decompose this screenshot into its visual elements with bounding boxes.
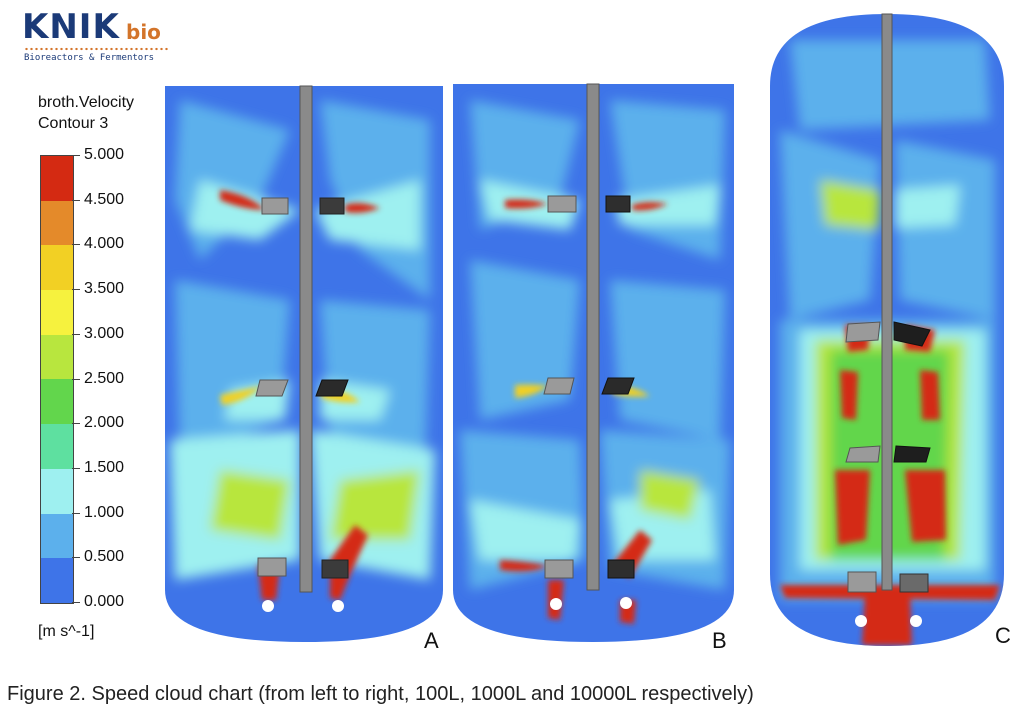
figure-caption: Figure 2. Speed cloud chart (from left t… xyxy=(7,683,754,705)
legend-tick-label: 1.500 xyxy=(84,458,125,476)
legend-tick-label: 3.000 xyxy=(84,324,125,342)
legend-tick-mark xyxy=(72,244,80,246)
contour-panel-a xyxy=(165,85,443,642)
logo-dots xyxy=(24,47,170,51)
legend-tick-mark xyxy=(72,155,80,156)
legend-tick-label: 2.500 xyxy=(84,369,125,387)
legend-tick-mark xyxy=(72,378,80,380)
panel-label-c: C xyxy=(995,623,1011,648)
panel-label-a: A xyxy=(424,628,439,653)
logo-suffix: bio xyxy=(126,20,161,44)
legend-tick-label: 0.500 xyxy=(84,548,125,566)
legend-color-step xyxy=(41,290,73,335)
legend-tick-mark xyxy=(72,289,80,291)
legend-title-line1: broth.Velocity xyxy=(38,94,135,111)
legend-tick-label: 3.500 xyxy=(84,280,125,298)
legend-tick-label: 4.000 xyxy=(84,235,125,253)
knik-bio-logo: KNIK bio Bioreactors & Fermentors xyxy=(22,8,192,68)
legend-tick-mark xyxy=(72,333,80,335)
legend-color-step xyxy=(41,558,73,603)
legend-color-step xyxy=(41,334,73,380)
legend-tick-mark xyxy=(72,467,80,469)
legend-title-line2: Contour 3 xyxy=(38,115,109,132)
legend-tick-label: 5.000 xyxy=(84,146,125,163)
legend-color-step xyxy=(41,513,73,559)
legend-tick-mark xyxy=(72,512,80,514)
legend-tick-label: 2.000 xyxy=(84,414,125,432)
legend-color-bar xyxy=(40,155,74,604)
legend-color-step xyxy=(41,200,73,246)
legend-tick-label: 0.000 xyxy=(84,593,125,610)
legend-color-step xyxy=(41,468,73,514)
legend-tick-mark xyxy=(72,557,80,559)
logo-tagline: Bioreactors & Fermentors xyxy=(24,53,155,63)
legend-tick-label: 1.000 xyxy=(84,503,125,521)
contour-panel-b xyxy=(453,83,734,642)
legend-color-step xyxy=(41,156,73,201)
legend-color-step xyxy=(41,245,73,291)
legend-tick-mark xyxy=(72,602,80,603)
legend-tick-label: 4.500 xyxy=(84,190,125,208)
legend-color-step xyxy=(41,424,73,469)
panel-label-b: B xyxy=(712,628,727,653)
legend-tick-mark xyxy=(72,423,80,425)
contour-panel-c xyxy=(770,13,1004,646)
legend-unit: [m s^-1] xyxy=(38,623,95,640)
legend-title: broth.Velocity Contour 3 xyxy=(38,92,134,134)
logo-brand: KNIK xyxy=(22,7,120,47)
legend-tick-mark xyxy=(72,199,80,201)
legend-color-step xyxy=(41,379,73,425)
